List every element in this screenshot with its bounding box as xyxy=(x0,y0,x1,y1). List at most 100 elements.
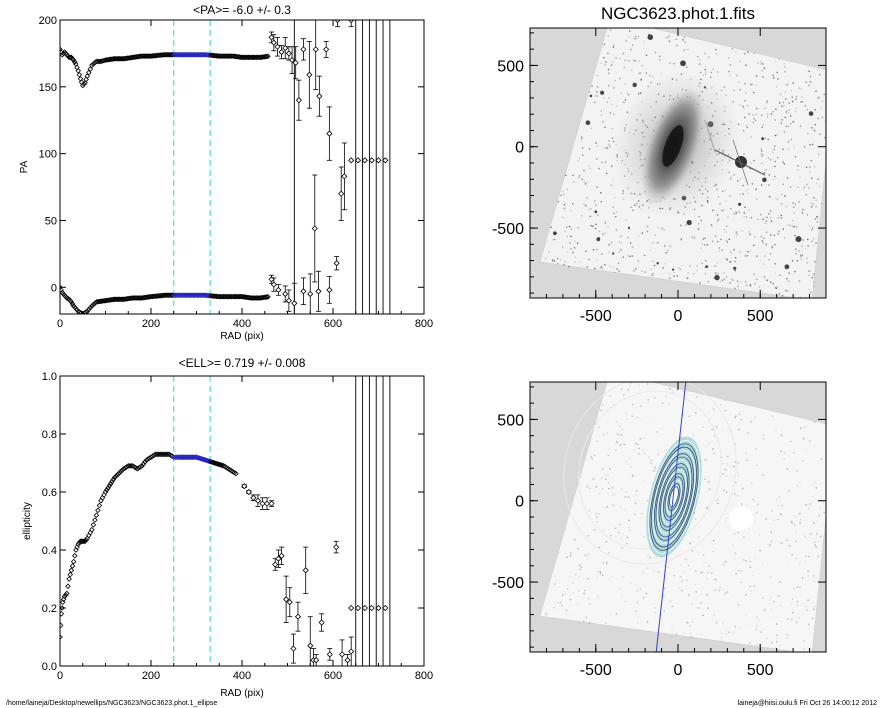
noise-pixel xyxy=(682,414,684,416)
noise-pixel xyxy=(603,529,605,531)
noise-pixel xyxy=(809,75,812,78)
noise-pixel xyxy=(588,510,591,512)
data-point xyxy=(265,53,271,60)
noise-pixel xyxy=(715,579,717,581)
noise-pixel xyxy=(675,38,677,40)
noise-pixel xyxy=(660,73,662,75)
noise-pixel xyxy=(580,476,583,478)
noise-pixel xyxy=(657,453,659,456)
noise-pixel xyxy=(775,456,778,458)
noise-pixel xyxy=(741,503,743,505)
noise-pixel xyxy=(698,59,701,61)
noise-pixel xyxy=(716,426,718,428)
noise-pixel xyxy=(608,52,610,54)
noise-pixel xyxy=(609,29,612,31)
noise-pixel xyxy=(743,216,745,218)
noise-pixel xyxy=(776,71,778,74)
noise-pixel xyxy=(795,621,798,624)
noise-pixel xyxy=(628,60,630,62)
data-point xyxy=(143,457,150,463)
noise-pixel xyxy=(740,627,742,629)
y-tick-label: 100 xyxy=(39,149,57,161)
noise-pixel xyxy=(737,462,739,464)
noise-pixel xyxy=(778,541,780,544)
noise-pixel xyxy=(691,603,693,605)
noise-pixel xyxy=(766,279,768,281)
noise-pixel xyxy=(562,594,564,596)
noise-pixel xyxy=(673,271,675,274)
noise-pixel xyxy=(589,216,591,218)
noise-pixel xyxy=(608,72,610,75)
noise-pixel xyxy=(657,571,660,573)
noise-pixel xyxy=(770,220,773,222)
noise-pixel xyxy=(606,101,608,103)
noise-pixel xyxy=(710,71,713,74)
noise-pixel xyxy=(683,632,686,634)
noise-pixel xyxy=(617,433,619,436)
noise-pixel xyxy=(583,548,585,551)
data-point xyxy=(119,467,126,473)
data-point xyxy=(160,451,166,458)
noise-pixel xyxy=(605,61,607,63)
noise-pixel xyxy=(613,44,615,46)
noise-pixel xyxy=(609,112,612,114)
data-point xyxy=(83,76,89,83)
data-point xyxy=(282,44,289,52)
noise-pixel xyxy=(706,577,708,580)
noise-pixel xyxy=(623,394,625,396)
noise-pixel xyxy=(668,403,670,405)
noise-pixel xyxy=(614,493,617,496)
noise-pixel xyxy=(773,148,775,150)
noise-pixel xyxy=(745,216,748,218)
noise-pixel xyxy=(636,499,638,501)
noise-pixel xyxy=(615,57,617,59)
noise-pixel xyxy=(655,557,657,559)
noise-pixel xyxy=(702,614,704,617)
data-point xyxy=(283,596,290,603)
noise-pixel xyxy=(711,509,713,511)
noise-pixel xyxy=(800,256,802,258)
data-point xyxy=(354,604,362,612)
noise-pixel xyxy=(682,571,685,573)
noise-pixel xyxy=(578,590,580,592)
noise-pixel xyxy=(791,522,793,524)
noise-pixel xyxy=(614,527,617,529)
noise-pixel xyxy=(786,637,789,639)
noise-pixel xyxy=(806,109,808,111)
data-point xyxy=(146,294,153,300)
data-point xyxy=(348,604,355,612)
noise-pixel xyxy=(822,100,824,102)
noise-pixel xyxy=(591,458,594,460)
noise-pixel xyxy=(778,595,780,597)
noise-pixel xyxy=(681,590,683,592)
noise-pixel xyxy=(755,75,758,77)
noise-pixel xyxy=(626,536,629,539)
noise-pixel xyxy=(599,572,602,574)
noise-pixel xyxy=(812,143,814,145)
noise-pixel xyxy=(596,158,598,160)
noise-pixel xyxy=(795,107,798,109)
noise-pixel xyxy=(628,496,630,498)
noise-pixel xyxy=(794,156,797,158)
noise-pixel xyxy=(753,118,755,120)
noise-pixel xyxy=(612,179,614,182)
pa-fit-range-lines xyxy=(173,20,211,314)
noise-pixel xyxy=(805,504,807,506)
noise-pixel xyxy=(627,255,629,257)
noise-pixel xyxy=(589,148,591,150)
noise-pixel xyxy=(576,602,579,605)
noise-pixel xyxy=(686,277,689,279)
noise-pixel xyxy=(802,209,804,211)
noise-pixel xyxy=(644,271,646,273)
footer-file-path: /home/laineja/Desktop/newellips/NGC3623/… xyxy=(6,700,218,707)
y-tick-label: 0.6 xyxy=(42,487,57,499)
noise-pixel xyxy=(557,602,560,604)
noise-pixel xyxy=(589,451,591,454)
noise-pixel xyxy=(799,296,801,298)
noise-pixel xyxy=(579,261,581,263)
noise-pixel xyxy=(803,186,806,188)
noise-pixel xyxy=(725,231,727,233)
noise-pixel xyxy=(763,276,766,278)
noise-pixel xyxy=(596,248,598,251)
noise-pixel xyxy=(735,231,737,233)
